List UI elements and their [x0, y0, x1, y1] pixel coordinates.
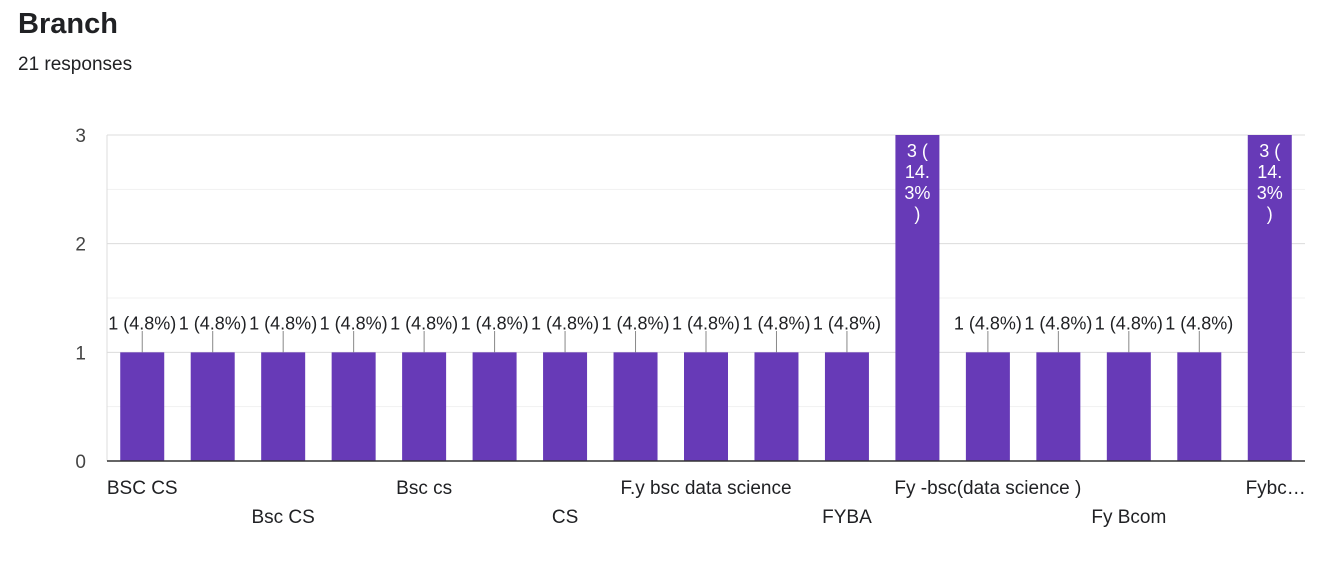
bar: [331, 352, 376, 461]
data-label: 1 (4.8%): [179, 313, 247, 333]
data-label: 1 (4.8%): [249, 313, 317, 333]
bar: [824, 352, 869, 461]
data-label: 1 (4.8%): [1095, 313, 1163, 333]
bar: [684, 352, 728, 461]
data-label: 3 (14. 3%): [1257, 141, 1283, 224]
bar: [1106, 352, 1151, 461]
bar: [895, 135, 940, 461]
y-tick-label: 1: [75, 343, 86, 364]
bar: [1247, 135, 1292, 461]
bar: [543, 352, 588, 461]
x-tick-label: FYBA: [822, 507, 872, 528]
data-label: 1 (4.8%): [954, 313, 1022, 333]
data-label: 3 (14. 3%): [904, 141, 930, 224]
x-tick-label: Fybc…: [1246, 478, 1306, 499]
response-count: 21 responses: [18, 54, 133, 75]
bar: [965, 352, 1010, 461]
x-tick-label: Bsc CS: [251, 507, 314, 528]
data-label: 1 (4.8%): [602, 313, 670, 333]
bar: [1036, 352, 1081, 461]
data-label: 1 (4.8%): [1024, 313, 1092, 333]
bar: [190, 352, 235, 461]
data-label: 1 (4.8%): [531, 313, 599, 333]
x-tick-label: Fy -bsc(data science ): [894, 478, 1081, 499]
y-tick-label: 3: [75, 126, 86, 147]
data-label: 1 (4.8%): [390, 313, 458, 333]
x-tick-label: Bsc cs: [396, 478, 452, 499]
bar: [120, 352, 165, 461]
x-tick-label: CS: [552, 507, 578, 528]
data-label: 1 (4.8%): [1165, 313, 1233, 333]
bar: [261, 352, 306, 461]
bar: [1177, 352, 1222, 461]
data-label: 1 (4.8%): [742, 313, 810, 333]
bar: [402, 352, 447, 461]
bar: [472, 352, 517, 461]
data-label: 1 (4.8%): [108, 313, 176, 333]
data-label: 1 (4.8%): [320, 313, 388, 333]
data-label: 1 (4.8%): [461, 313, 529, 333]
data-label: 1 (4.8%): [813, 313, 881, 333]
y-tick-label: 2: [75, 235, 86, 256]
bar: [754, 352, 799, 461]
x-tick-label: F.y bsc data science: [620, 478, 791, 499]
bar: [613, 352, 658, 461]
chart-title: Branch: [18, 8, 118, 40]
x-tick-label: BSC CS: [107, 478, 178, 499]
x-tick-label: Fy Bcom: [1091, 507, 1166, 528]
data-label: 1 (4.8%): [672, 313, 740, 333]
y-tick-label: 0: [75, 452, 86, 473]
